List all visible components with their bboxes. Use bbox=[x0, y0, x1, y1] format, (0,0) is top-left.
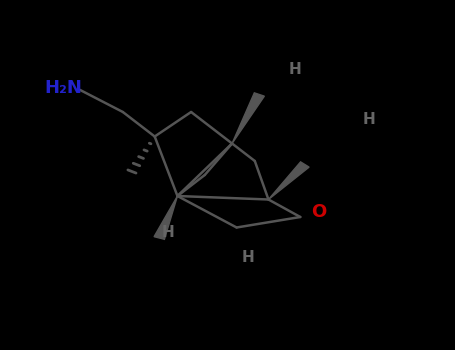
Text: O: O bbox=[311, 203, 326, 221]
Text: H: H bbox=[288, 63, 301, 77]
Polygon shape bbox=[232, 93, 264, 144]
Text: H₂N: H₂N bbox=[45, 79, 83, 97]
Polygon shape bbox=[268, 162, 309, 200]
Text: H: H bbox=[362, 112, 375, 126]
Text: H: H bbox=[162, 225, 175, 240]
Text: H: H bbox=[242, 250, 254, 265]
Polygon shape bbox=[154, 196, 177, 239]
